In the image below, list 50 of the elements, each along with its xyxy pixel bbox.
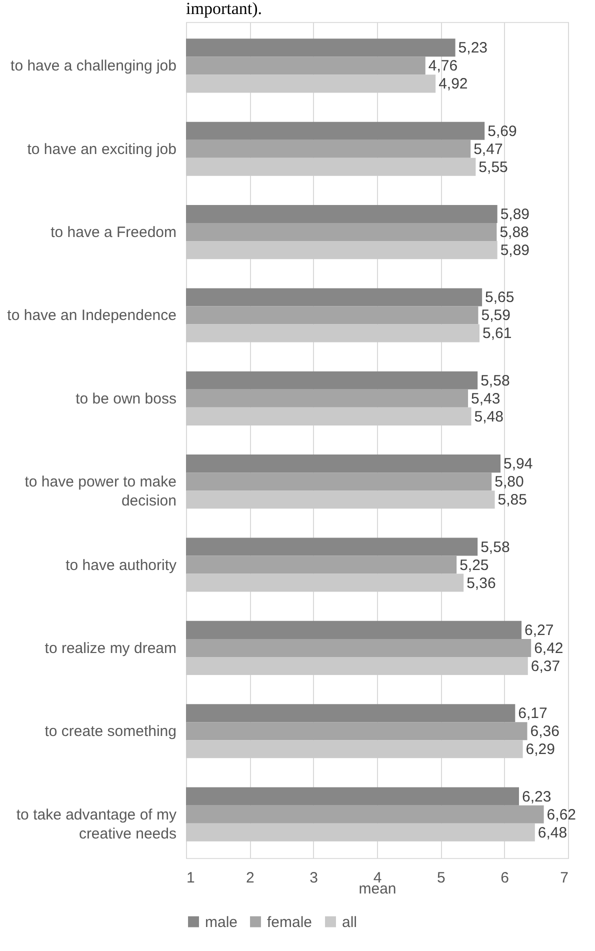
data-label: 6,42 [534,640,564,657]
x-tick-label: 6 [500,870,510,886]
data-label: 6,23 [522,788,552,806]
y-tick-label: to have authority [66,556,177,574]
x-tick-label: 2 [246,870,254,886]
data-label: 5,25 [460,556,489,574]
data-label: 4,92 [438,76,468,93]
y-tick-label: to create something [44,723,176,740]
y-tick-label: to have a Freedom [50,224,176,242]
data-label: 5,80 [494,474,524,491]
data-label: 6,37 [530,658,560,675]
data-label: 5,58 [480,372,510,390]
data-label: 6,48 [538,824,568,842]
legend-label: female [267,914,312,931]
data-label: 6,36 [530,723,560,740]
data-label: 5,43 [471,390,500,408]
data-label: 4,76 [428,58,458,75]
data-label: 6,27 [524,622,554,639]
data-label: 5,47 [474,140,503,158]
x-tick-label: 5 [436,870,446,886]
data-label: 5,59 [481,307,510,324]
data-label: 5,23 [458,40,488,57]
data-label: 5,89 [500,242,530,260]
data-label: 5,55 [478,158,508,176]
y-tick-label: to realize my dream [44,640,176,657]
data-label: 5,88 [500,224,529,242]
data-label: 5,58 [480,538,510,556]
data-label: 5,36 [466,574,496,592]
data-label: 5,65 [485,289,514,306]
data-label: 5,61 [482,325,512,342]
data-label: 6,62 [546,806,576,824]
data-label: 5,69 [488,122,517,140]
data-label: 6,17 [518,705,548,722]
y-tick-label: to have an Independence [7,307,176,324]
data-label: 5,89 [500,206,530,224]
data-label: 5,48 [474,408,504,426]
y-tick-label: to have power to make decision [24,474,176,510]
legend-label: male [205,914,238,931]
text: important). [186,0,262,18]
x-tick-label: 3 [310,870,318,886]
y-tick-label: to have a challenging job [10,58,176,75]
x-tick-label: 1 [186,870,195,886]
legend-label: all [342,914,358,931]
y-tick-label: to be own boss [76,390,176,408]
data-label: 5,85 [498,492,527,509]
x-tick-label: 7 [560,870,568,886]
data-label: 5,94 [504,456,533,473]
y-tick-label: to have an exciting job [27,140,176,158]
data-label: 6,29 [526,741,555,758]
y-tick-label: to take advantage of my creative needs [16,806,177,842]
